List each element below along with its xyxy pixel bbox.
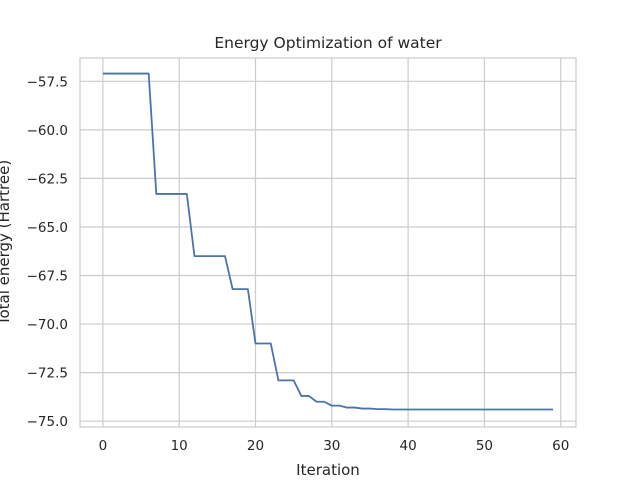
y-axis-ticks: −57.5 −60.0 −62.5 −65.0 −67.5 −70.0 −72.5 −75.0 — [27, 74, 68, 430]
series-line-0 — [102, 72, 554, 411]
x-axis-label: Iteration — [296, 461, 360, 479]
y-tick-label: −67.5 — [27, 269, 68, 285]
y-axis-label: Total energy (Hartree) — [0, 160, 13, 326]
y-tick-label: −65.0 — [27, 220, 68, 236]
y-tick-label: −57.5 — [27, 74, 68, 90]
x-tick-label: 10 — [171, 438, 188, 454]
chart-title: Energy Optimization of water — [214, 34, 442, 52]
y-tick-label: −72.5 — [27, 366, 68, 382]
y-tick-label: −70.0 — [27, 317, 68, 333]
x-tick-label: 0 — [99, 438, 108, 454]
grid — [80, 58, 576, 427]
series-group — [102, 72, 554, 411]
y-tick-label: −60.0 — [27, 123, 68, 139]
x-tick-label: 60 — [552, 438, 569, 454]
x-tick-label: 50 — [476, 438, 493, 454]
x-tick-label: 20 — [247, 438, 264, 454]
x-axis-ticks: 0 10 20 30 40 50 60 — [99, 438, 570, 454]
y-tick-label: −62.5 — [27, 171, 68, 187]
x-tick-label: 30 — [323, 438, 340, 454]
plot-frame — [79, 57, 577, 428]
y-tick-label: −75.0 — [27, 414, 68, 430]
x-tick-label: 40 — [400, 438, 417, 454]
